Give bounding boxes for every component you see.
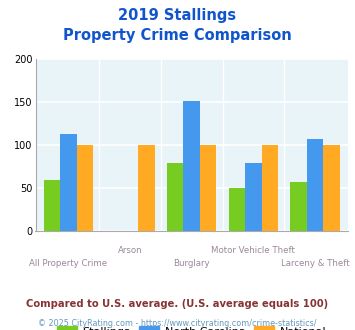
Bar — [323, 145, 340, 231]
Text: Arson: Arson — [118, 246, 142, 255]
Text: Property Crime Comparison: Property Crime Comparison — [63, 28, 292, 43]
Text: 2019 Stallings: 2019 Stallings — [119, 8, 236, 23]
Text: Motor Vehicle Theft: Motor Vehicle Theft — [211, 246, 295, 255]
Bar — [245, 163, 262, 231]
Text: Larceny & Theft: Larceny & Theft — [281, 259, 349, 268]
Bar — [184, 101, 200, 231]
Bar — [290, 182, 307, 231]
Legend: Stallings, North Carolina, National: Stallings, North Carolina, National — [57, 326, 327, 330]
Text: All Property Crime: All Property Crime — [29, 259, 108, 268]
Text: Compared to U.S. average. (U.S. average equals 100): Compared to U.S. average. (U.S. average … — [26, 299, 329, 309]
Bar — [60, 134, 77, 231]
Bar — [44, 180, 60, 231]
Text: © 2025 CityRating.com - https://www.cityrating.com/crime-statistics/: © 2025 CityRating.com - https://www.city… — [38, 319, 317, 328]
Bar — [200, 145, 217, 231]
Bar — [307, 139, 323, 231]
Bar — [229, 188, 245, 231]
Text: Burglary: Burglary — [173, 259, 210, 268]
Bar — [262, 145, 278, 231]
Bar — [138, 145, 155, 231]
Bar — [77, 145, 93, 231]
Bar — [167, 163, 184, 231]
